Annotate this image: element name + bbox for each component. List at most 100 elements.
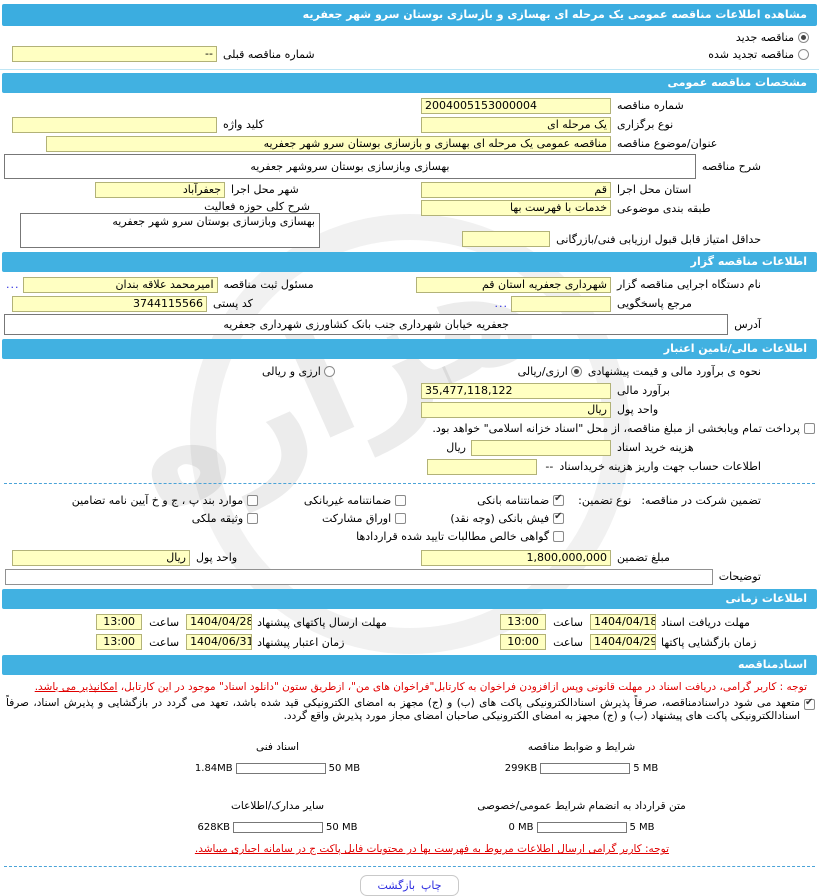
dashed-divider (4, 866, 815, 868)
doc-fee-label: هزینه خرید اسناد (617, 441, 694, 454)
account-info-row: اطلاعات حساب جهت واریز هزینه خریداسناد -… (0, 457, 819, 476)
doc-receipt-deadline-time[interactable]: 13:00 (500, 614, 547, 630)
registrar-more-link[interactable]: ... (6, 278, 20, 291)
guarantee-amount-row: مبلغ تضمین 1,800,000,000 واحد پول ریال (0, 548, 819, 567)
file-contract-label: متن قرارداد به انضمام شرایط عمومی/خصوصی (477, 800, 686, 813)
agency-field[interactable]: شهرداری جعفریه استان قم (416, 276, 612, 293)
bank-guarantee-checkbox[interactable] (553, 493, 565, 506)
category-activity-row: طبقه بندی موضوعی خدمات با فهرست بها حداق… (0, 199, 819, 249)
guarantee-col-3: موارد بند پ ، ج و خ آیین نامه تضامین وثی… (43, 494, 259, 525)
hour-label: ساعت (553, 615, 583, 629)
bank-guarantee-label: ضمانتنامه بانکی (477, 494, 550, 507)
category-field[interactable]: خدمات با فهرست بها (421, 200, 611, 216)
treasury-row: پرداخت تمام ویابخشی از مبلغ مناقصه، از م… (0, 419, 819, 438)
estimate-field[interactable]: 35,477,118,122 (421, 382, 611, 399)
proposal-validity-time[interactable]: 13:00 (96, 634, 143, 650)
currency-field[interactable]: ریال (421, 401, 611, 418)
tender-title-field[interactable]: مناقصه عمومی یک مرحله ای بهسازی و بازساز… (46, 135, 611, 152)
method-both-label: ارزی و ریالی (262, 365, 321, 378)
guarantee-row: تضمین شرکت در مناقصه: نوع تضمین: ضمانتنا… (0, 491, 819, 544)
guarantee-amount-field[interactable]: 1,800,000,000 (421, 549, 611, 566)
currency-row: واحد پول ریال (0, 400, 819, 419)
keyword-field[interactable] (12, 116, 217, 133)
notes-label: توضیحات (718, 570, 761, 583)
packet-opening-time[interactable]: 10:00 (500, 634, 547, 650)
registrar-field[interactable]: امیرمحمد علاقه بندان (22, 276, 218, 293)
file-group-terms: شرایط و ضوابط مناقصه 299KB 5 MB (466, 741, 698, 775)
packet-opening-date[interactable]: 1404/04/29 (590, 634, 656, 650)
notes-row: توضیحات (0, 567, 819, 586)
price-list-note: توجه: کاربر گرامی ارسال اطلاعات مربوط به… (194, 843, 669, 856)
doc-fee-field[interactable] (471, 439, 611, 456)
tender-number-field[interactable]: 2004005153000004 (421, 97, 611, 114)
agency-row: نام دستگاه اجرایی مناقصه گزار شهرداری جع… (0, 275, 819, 294)
renewed-tender-radio[interactable] (798, 48, 809, 60)
authority-more-link[interactable]: ... (494, 297, 508, 310)
guarantee-currency-field[interactable]: ریال (12, 549, 190, 566)
commitment-text: متعهد می شود دراسنادمناقصه، صرفاً پذیرش … (6, 697, 800, 723)
new-tender-radio[interactable] (798, 32, 809, 43)
keyword-label: کلید واژه (223, 118, 264, 131)
bank-receipt-checkbox[interactable] (553, 511, 565, 524)
file-contract-max: 5 MB (629, 822, 655, 834)
footer-buttons: چاپ بازگشت (360, 875, 459, 896)
tender-desc-field[interactable]: بهسازی وبازسازی بوستان سروشهر جعفریه (4, 154, 696, 179)
file-other-size: 628KB (197, 822, 231, 834)
min-score-label: حداقل امتیاز قابل قبول ارزیابی فنی/بازرگ… (556, 232, 761, 246)
category-row: طبقه بندی موضوعی خدمات با فهرست بها (320, 200, 761, 216)
holding-type-field[interactable]: یک مرحله ای (421, 116, 611, 133)
address-row: آدرس جعفریه خیابان شهرداری جنب بانک کشاو… (0, 313, 819, 336)
nonbank-guarantee-checkbox[interactable] (395, 495, 407, 506)
nonbank-guarantee-label: ضمانتنامه غیربانکی (303, 494, 392, 507)
guarantee-option: وثیقه ملکی (43, 512, 259, 525)
file-technical-progressbar (235, 763, 326, 775)
tender-desc-row: شرح مناقصه بهسازی وبازسازی بوستان سروشهر… (0, 153, 819, 180)
min-score-field[interactable] (462, 231, 551, 247)
packet-opening-label: زمان بازگشایی پاکتها (661, 635, 757, 649)
guarantee-type-label: نوع تضمین: (578, 494, 632, 507)
category-column: طبقه بندی موضوعی خدمات با فهرست بها حداق… (320, 200, 761, 247)
doc-receipt-deadline-date[interactable]: 1404/04/18 (590, 614, 656, 630)
guarantee-col-2: ضمانتنامه غیربانکی اوراق مشارکت (258, 494, 407, 525)
city-field[interactable]: جعفرآباد (95, 181, 225, 198)
province-field[interactable]: قم (421, 181, 611, 198)
treasury-checkbox[interactable] (804, 423, 815, 434)
notes-field[interactable] (5, 568, 713, 585)
activity-field[interactable]: بهسازی وبازسازی بوستان سرو شهر جعفریه (20, 213, 320, 248)
proposal-validity-date[interactable]: 1404/06/31 (186, 634, 253, 650)
hour-label: ساعت (149, 635, 180, 649)
proposal-send-deadline-date[interactable]: 1404/04/28 (186, 614, 253, 630)
tender-title-row: عنوان/موضوع مناقصه مناقصه عمومی یک مرحله… (0, 134, 819, 153)
tender-number-row: شماره مناقصه 2004005153000004 (0, 96, 819, 115)
commitment-checkbox[interactable] (804, 697, 815, 710)
account-info-value: -- (545, 460, 554, 473)
proposal-send-deadline-time[interactable]: 13:00 (96, 614, 143, 630)
bylaw-clauses-checkbox[interactable] (247, 495, 259, 506)
city-label: شهر محل اجرا (231, 183, 299, 196)
tender-title-label: عنوان/موضوع مناقصه (617, 137, 718, 150)
file-other-max: 50 MB (326, 822, 358, 834)
participation-bonds-checkbox[interactable] (395, 513, 407, 524)
property-collateral-checkbox[interactable] (247, 513, 259, 524)
files-row-2: متن قرارداد به انضمام شرایط عمومی/خصوصی … (40, 800, 819, 834)
net-claims-checkbox[interactable] (553, 531, 565, 542)
footer: چاپ بازگشت (0, 875, 819, 896)
back-button[interactable]: بازگشت (377, 879, 416, 893)
file-other-label: سایر مدارک/اطلاعات (231, 800, 324, 813)
proposal-send-deadline-label: مهلت ارسال پاکتهای پیشنهاد (257, 615, 387, 629)
holding-type-row: نوع برگزاری یک مرحله ای کلید واژه (0, 115, 819, 134)
previous-tender-no-field[interactable]: -- (12, 46, 217, 62)
postal-code-field[interactable]: 3744115566 (12, 295, 207, 312)
account-info-field[interactable] (427, 458, 538, 475)
method-rial-radio[interactable] (570, 366, 582, 377)
guarantee-option: موارد بند پ ، ج و خ آیین نامه تضامین (43, 494, 259, 507)
documents-note: توجه : کاربر گرامی، دریافت اسناد در مهلت… (0, 678, 819, 695)
authority-field[interactable] (511, 295, 611, 312)
print-button[interactable]: چاپ (421, 879, 442, 893)
proposal-validity-label: زمان اعتبار پیشنهاد (257, 635, 345, 649)
tender-desc-label: شرح مناقصه (701, 160, 761, 173)
address-field[interactable]: جعفریه خیابان شهرداری جنب بانک کشاورزی ش… (4, 314, 729, 335)
method-both-radio[interactable] (323, 366, 335, 377)
method-rial-label: ارزی/ریالی (517, 365, 568, 378)
file-terms-size: 299KB (504, 763, 538, 775)
